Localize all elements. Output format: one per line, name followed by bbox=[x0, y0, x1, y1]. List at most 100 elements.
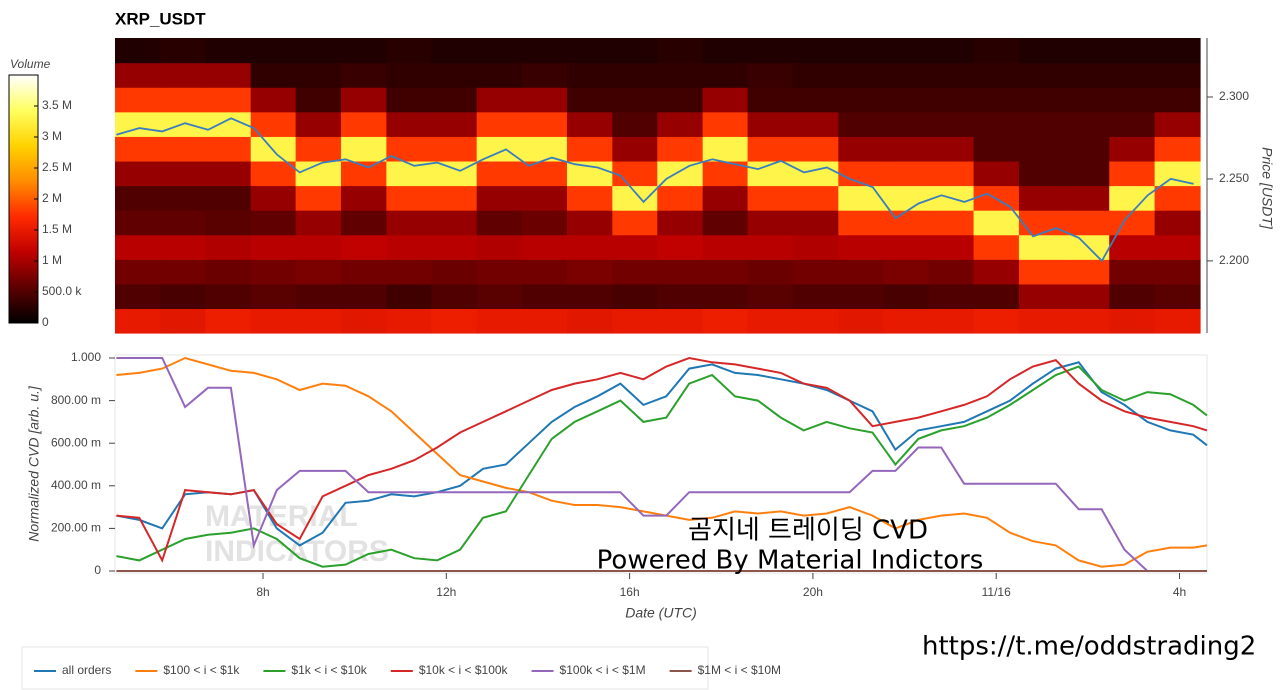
heatmap-cell bbox=[340, 234, 387, 260]
y-tick-label: 2.300 bbox=[1219, 89, 1249, 103]
heatmap-cell bbox=[340, 111, 387, 137]
heatmap-cell bbox=[1018, 136, 1065, 162]
heatmap-cell bbox=[250, 38, 297, 64]
heatmap-cell bbox=[340, 210, 387, 236]
heatmap-cell bbox=[883, 259, 930, 285]
heatmap-cell bbox=[295, 87, 342, 113]
heatmap-cell bbox=[838, 283, 884, 310]
heatmap-cell bbox=[838, 62, 884, 88]
heatmap-cell bbox=[250, 160, 297, 187]
heatmap-cell bbox=[792, 185, 839, 211]
heatmap-cell bbox=[702, 62, 749, 88]
heatmap-cell bbox=[340, 160, 387, 187]
heatmap-cell bbox=[612, 283, 658, 310]
heatmap-cell bbox=[612, 38, 658, 64]
heatmap-cell bbox=[431, 210, 478, 236]
heatmap-cell bbox=[521, 259, 568, 285]
heatmap-cell bbox=[386, 185, 432, 211]
heatmap-cell bbox=[1018, 38, 1065, 64]
heatmap-cell bbox=[431, 185, 478, 211]
heatmap-cell bbox=[1064, 160, 1110, 187]
heatmap-cell bbox=[566, 185, 613, 211]
heatmap-cell bbox=[340, 259, 387, 285]
heatmap-cell bbox=[657, 185, 704, 211]
heatmap-cell bbox=[295, 62, 342, 88]
heatmap-cell bbox=[115, 259, 161, 285]
heatmap-cell bbox=[747, 87, 794, 113]
heatmap-cell bbox=[1154, 111, 1201, 137]
heatmap-cell bbox=[205, 185, 252, 211]
heatmap-cell bbox=[566, 160, 613, 187]
heatmap-cell bbox=[476, 185, 523, 211]
heatmap-cell bbox=[792, 160, 839, 187]
heatmap-cell bbox=[792, 210, 839, 236]
heatmap-cell bbox=[250, 136, 297, 162]
heatmap-cell bbox=[1064, 308, 1110, 334]
heatmap-cell bbox=[883, 38, 930, 64]
heatmap-cell bbox=[1064, 111, 1110, 137]
heatmap-cell bbox=[1109, 185, 1156, 211]
heatmap-cell bbox=[521, 62, 568, 88]
colorbar-tick-label: 1.5 M bbox=[42, 222, 72, 236]
heatmap-cell bbox=[431, 38, 478, 64]
heatmap-cell bbox=[205, 283, 252, 310]
heatmap-cell bbox=[1064, 87, 1110, 113]
heatmap-cell bbox=[838, 87, 884, 113]
heatmap-cell bbox=[1109, 308, 1156, 334]
x-tick-label: 8h bbox=[256, 585, 269, 599]
heatmap-cell bbox=[702, 111, 749, 137]
heatmap-cell bbox=[295, 259, 342, 285]
heatmap-cell bbox=[340, 308, 387, 334]
heatmap-cell bbox=[747, 111, 794, 137]
heatmap-cell bbox=[1154, 62, 1201, 88]
heatmap-cell bbox=[476, 259, 523, 285]
heatmap-cell bbox=[115, 185, 161, 211]
heatmap-cell bbox=[160, 62, 206, 88]
plot-frame bbox=[114, 354, 1208, 574]
heatmap-cell bbox=[702, 38, 749, 64]
x-tick-label: 16h bbox=[620, 585, 640, 599]
heatmap-cell bbox=[340, 87, 387, 113]
heatmap-cell bbox=[973, 87, 1020, 113]
heatmap-cell bbox=[792, 87, 839, 113]
heatmap-cell bbox=[1109, 210, 1156, 236]
cvd-line bbox=[116, 356, 1208, 563]
heatmap-cell bbox=[928, 87, 975, 113]
heatmap-cell bbox=[657, 38, 704, 64]
heatmap-cell bbox=[1064, 136, 1110, 162]
heatmap-cell bbox=[566, 234, 613, 260]
heatmap-cell bbox=[928, 283, 975, 310]
heatmap-cell bbox=[1154, 136, 1201, 162]
heatmap-cell bbox=[612, 62, 658, 88]
heatmap-cell bbox=[702, 234, 749, 260]
heatmap-cell bbox=[702, 259, 749, 285]
heatmap-cell bbox=[838, 259, 884, 285]
heatmap-cell bbox=[612, 234, 658, 260]
heatmap-cell bbox=[928, 234, 975, 260]
heatmap-cell bbox=[1018, 308, 1065, 334]
heatmap-cell bbox=[928, 210, 975, 236]
heatmap-cell bbox=[340, 62, 387, 88]
heatmap-cell bbox=[657, 87, 704, 113]
heatmap-cell bbox=[1064, 62, 1110, 88]
heatmap-cell bbox=[250, 308, 297, 334]
heatmap-cell bbox=[1109, 111, 1156, 137]
heatmap-cell bbox=[838, 38, 884, 64]
heatmap-cell bbox=[792, 308, 839, 334]
heatmap-cell bbox=[160, 185, 206, 211]
heatmap-cell bbox=[928, 136, 975, 162]
legend-label: $100 < i < $1k bbox=[163, 663, 240, 677]
x-axis-label: Date (UTC) bbox=[625, 605, 697, 621]
heatmap-cell bbox=[792, 259, 839, 285]
cvd-line bbox=[116, 357, 1207, 572]
heatmap-cell bbox=[1154, 160, 1201, 187]
heatmap-cell bbox=[1064, 38, 1110, 64]
legend-label: $1k < i < $10k bbox=[291, 663, 367, 677]
heatmap-cell bbox=[792, 136, 839, 162]
heatmap-cell bbox=[1154, 259, 1201, 285]
heatmap-cell bbox=[883, 62, 930, 88]
heatmap-cell bbox=[1018, 87, 1065, 113]
heatmap-cell bbox=[431, 283, 478, 310]
heatmap-cell bbox=[205, 87, 252, 113]
heatmap-cell bbox=[1154, 38, 1201, 64]
